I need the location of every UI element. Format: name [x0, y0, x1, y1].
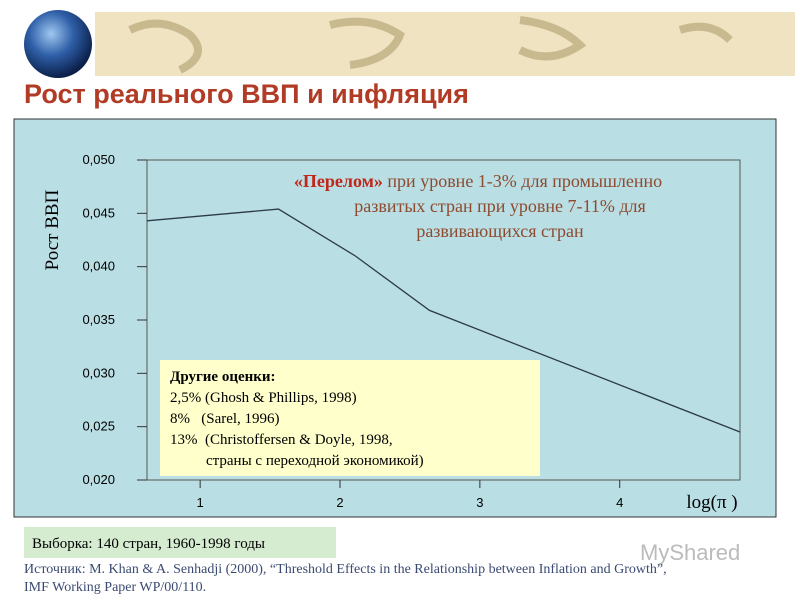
globe-icon: [24, 10, 92, 78]
y-tick-label: 0,040: [82, 259, 115, 274]
other-estimates: Другие оценки: 2,5% (Ghosh & Phillips, 1…: [170, 369, 424, 469]
y-tick-label: 0,030: [82, 365, 115, 380]
annotation-line: «Перелом» при уровне 1-3% для промышленн…: [294, 171, 662, 191]
x-tick-label: 1: [197, 495, 204, 510]
annotation-line: развивающихся стран: [416, 221, 584, 241]
other-estimates-box: [160, 360, 540, 476]
annotation-text: при уровне 1-3% для промышленно: [383, 171, 662, 191]
sample-note: Выборка: 140 стран, 1960-1998 годы: [32, 536, 265, 552]
other-estimate: 8% (Sarel, 1996): [170, 411, 280, 427]
y-tick-label: 0,025: [82, 419, 115, 434]
map-decoration: [128, 16, 733, 74]
annotation-highlight: «Перелом»: [294, 171, 383, 191]
y-tick-label: 0,050: [82, 152, 115, 167]
y-tick-label: 0,045: [82, 205, 115, 220]
other-estimates-title: Другие оценки:: [170, 369, 276, 385]
other-estimate: 13% (Christoffersen & Doyle, 1998,: [170, 432, 393, 448]
y-axis-label: Рост ВВП: [42, 189, 63, 270]
other-estimate: 2,5% (Ghosh & Phillips, 1998): [170, 390, 357, 406]
x-tick-label: 2: [336, 495, 343, 510]
y-tick-label: 0,035: [82, 312, 115, 327]
sample-box: [24, 527, 336, 558]
annotation-line: развитых стран при уровне 7-11% для: [354, 196, 646, 216]
data-line: [146, 208, 741, 433]
header-map-band: [95, 12, 795, 76]
x-tick-label: 3: [476, 495, 483, 510]
other-estimate: страны с переходной экономикой): [206, 453, 424, 469]
watermark: MyShared: [640, 540, 740, 565]
chart-title: Рост реального ВВП и инфляция: [24, 79, 469, 109]
annotation: «Перелом» при уровне 1-3% для промышленн…: [294, 171, 662, 241]
source-line: IMF Working Paper WP/00/110.: [24, 580, 206, 595]
x-tick-label: 4: [616, 495, 623, 510]
x-axis-label: log(π ): [686, 492, 737, 513]
y-tick-label: 0,020: [82, 472, 115, 487]
source-line: Источник: M. Khan & A. Senhadji (2000), …: [24, 562, 667, 577]
